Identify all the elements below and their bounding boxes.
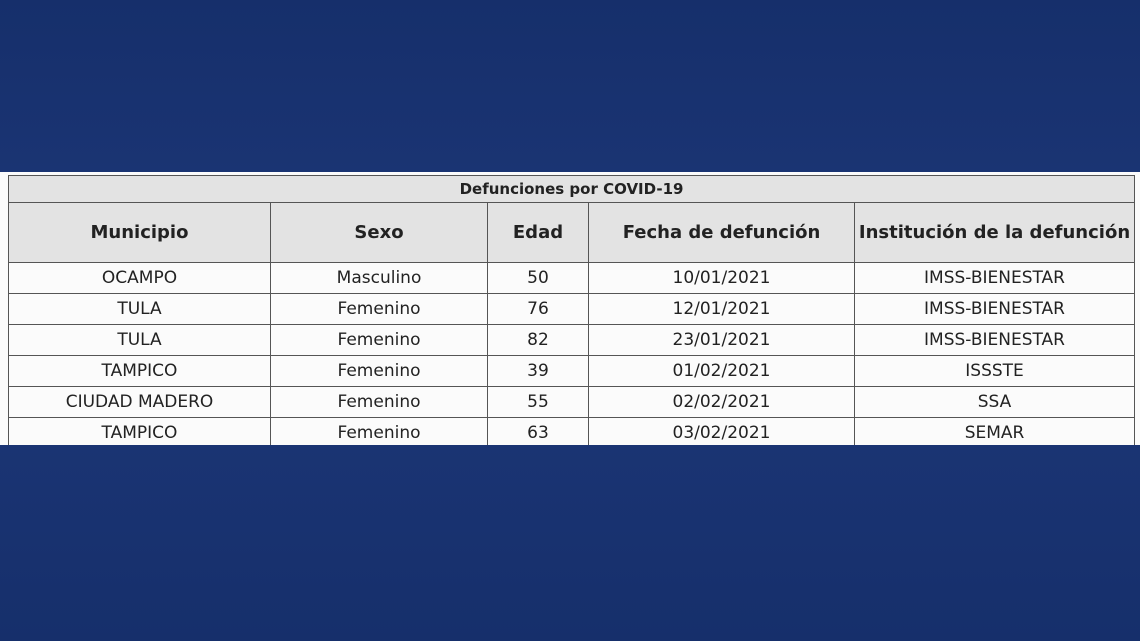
table-row: TAMPICO Femenino 63 03/02/2021 SEMAR: [8, 417, 1136, 445]
cell-institucion: IMSS-BIENESTAR: [853, 324, 1136, 356]
cell-municipio: TULA: [8, 324, 271, 356]
cell-institucion: SSA: [853, 386, 1136, 418]
header-municipio: Municipio: [8, 202, 271, 263]
table-title: Defunciones por COVID-19: [7, 175, 1136, 203]
covid-deaths-table: Defunciones por COVID-19 Municipio Sexo …: [7, 175, 1136, 445]
cell-sexo: Femenino: [270, 324, 488, 356]
cell-fecha: 03/02/2021: [588, 417, 855, 445]
cell-municipio: TULA: [8, 293, 271, 325]
cell-municipio: OCAMPO: [8, 262, 271, 294]
background-bottom: [0, 445, 1140, 641]
cell-fecha: 12/01/2021: [588, 293, 855, 325]
table-row: TAMPICO Femenino 39 01/02/2021 ISSSTE: [8, 355, 1136, 387]
header-sexo: Sexo: [270, 202, 488, 263]
cell-fecha: 02/02/2021: [588, 386, 855, 418]
cell-municipio: TAMPICO: [8, 417, 271, 445]
cell-edad: 76: [487, 293, 589, 325]
table-row: TULA Femenino 76 12/01/2021 IMSS-BIENESTAR: [8, 293, 1136, 325]
cell-edad: 82: [487, 324, 589, 356]
cell-fecha: 01/02/2021: [588, 355, 855, 387]
table-image: Defunciones por COVID-19 Municipio Sexo …: [0, 172, 1140, 445]
cell-fecha: 10/01/2021: [588, 262, 855, 294]
table-row: TULA Femenino 82 23/01/2021 IMSS-BIENESTAR: [8, 324, 1136, 356]
table-row: OCAMPO Masculino 50 10/01/2021 IMSS-BIENESTA…: [8, 262, 1136, 294]
cell-institucion: IMSS-BIENESTAR: [853, 262, 1136, 294]
header-fecha: Fecha de defunción: [588, 202, 855, 263]
cell-edad: 39: [487, 355, 589, 387]
header-institucion: Institución de la defunción: [853, 202, 1136, 263]
cell-institucion: ISSSTE: [853, 355, 1136, 387]
cell-sexo: Masculino: [270, 262, 488, 294]
cell-fecha: 23/01/2021: [588, 324, 855, 356]
cell-edad: 63: [487, 417, 589, 445]
cell-institucion: SEMAR: [853, 417, 1136, 445]
background-top: [0, 0, 1140, 172]
cell-edad: 50: [487, 262, 589, 294]
cell-sexo: Femenino: [270, 417, 488, 445]
cell-municipio: TAMPICO: [8, 355, 271, 387]
cell-sexo: Femenino: [270, 355, 488, 387]
table-row: CIUDAD MADERO Femenino 55 02/02/2021 SSA: [8, 386, 1136, 418]
cell-municipio: CIUDAD MADERO: [8, 386, 271, 418]
cell-institucion: IMSS-BIENESTAR: [853, 293, 1136, 325]
header-edad: Edad: [487, 202, 589, 263]
cell-sexo: Femenino: [270, 386, 488, 418]
cell-sexo: Femenino: [270, 293, 488, 325]
cell-edad: 55: [487, 386, 589, 418]
